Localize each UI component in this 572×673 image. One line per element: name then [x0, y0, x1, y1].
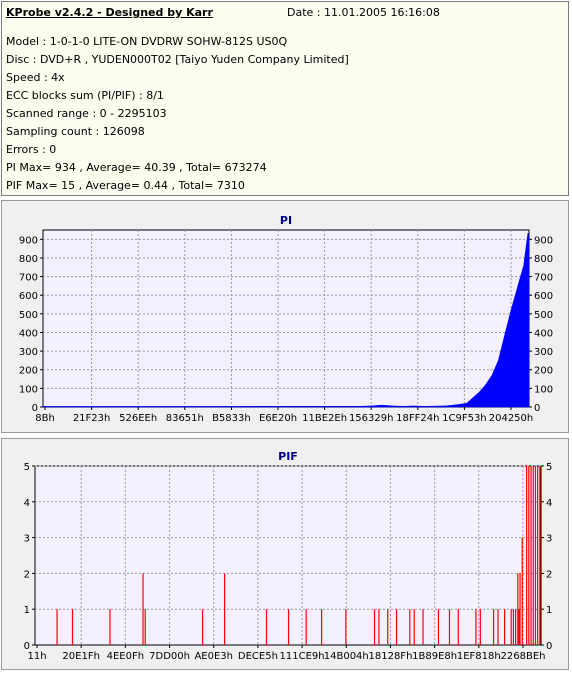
y-tick-label-right: 500	[534, 310, 553, 321]
y-tick-label: 600	[19, 291, 38, 302]
y-tick-label: 200	[19, 366, 38, 377]
y-tick-label-right: 5	[546, 462, 552, 473]
x-tick-label: 526EEh	[119, 413, 157, 424]
x-tick-label: 18FF24h	[396, 413, 439, 424]
y-tick-label-right: 100	[534, 384, 553, 395]
y-tick-label: 2	[24, 569, 30, 580]
plot-area	[42, 229, 530, 408]
x-tick-label: 7DD00h	[149, 651, 190, 662]
y-tick-label: 500	[19, 310, 38, 321]
x-tick-label: AE0E3h	[194, 651, 233, 662]
y-tick-label-right: 800	[534, 254, 553, 265]
disc-line: Disc : DVD+R , YUDEN000T02 [Taiyo Yuden …	[6, 53, 349, 66]
x-tick-label: 11h	[27, 651, 46, 662]
app-title: KProbe v2.4.2 - Designed by Karr	[6, 6, 213, 19]
info-panel: KProbe v2.4.2 - Designed by Karr Date : …	[1, 1, 569, 196]
y-tick-label: 4	[24, 498, 30, 509]
y-tick-label-right: 600	[534, 291, 553, 302]
y-tick-label-right: 400	[534, 328, 553, 339]
x-tick-label: B5833h	[212, 413, 251, 424]
x-tick-label: 8Bh	[35, 413, 55, 424]
pi-chart-panel: PI 0 0 100 100 200 200 300 300 400 400 500 500 600 600…	[1, 200, 569, 433]
y-tick-label: 700	[19, 273, 38, 284]
x-tick-label: 111CE9h	[280, 651, 325, 662]
errors-line: Errors : 0	[6, 143, 57, 156]
pi-chart: PI 0 0 100 100 200 200 300 300 400 400 500 500 600 600…	[19, 214, 553, 424]
chart-title: PI	[280, 214, 292, 227]
x-tick-label: 1B89E8h	[412, 651, 457, 662]
x-tick-label: 4EE0Fh	[107, 651, 144, 662]
sampling-count-line: Sampling count : 126098	[6, 125, 145, 138]
x-tick-label: 21F23h	[73, 413, 111, 424]
ecc-line: ECC blocks sum (PI/PIF) : 8/1	[6, 89, 164, 102]
scan-date: Date : 11.01.2005 16:16:08	[287, 6, 440, 19]
y-tick-label-right: 3	[546, 534, 552, 545]
x-tick-label: 14B004h	[324, 651, 369, 662]
x-tick-label: 1EF818h	[457, 651, 501, 662]
y-tick-label: 800	[19, 254, 38, 265]
x-tick-label: 156329h	[349, 413, 394, 424]
pi-stats-line: PI Max= 934 , Average= 40.39 , Total= 67…	[6, 161, 267, 174]
x-tick-label: 11BE2Eh	[302, 413, 347, 424]
y-tick-label-right: 0	[546, 641, 552, 652]
x-tick-label: DECE5h	[238, 651, 278, 662]
y-tick-label-right: 700	[534, 273, 553, 284]
x-tick-label: 20E1Fh	[62, 651, 100, 662]
y-tick-label-right: 0	[534, 403, 540, 414]
x-tick-label: E6E20h	[259, 413, 297, 424]
y-tick-label-right: 1	[546, 605, 552, 616]
model-line: Model : 1-0-1-0 LITE-ON DVDRW SOHW-812S …	[6, 35, 288, 48]
x-tick-label: 1C9F53h	[442, 413, 487, 424]
pi-series-area	[42, 232, 530, 408]
y-tick-label-right: 4	[546, 498, 552, 509]
chart-title: PIF	[278, 450, 298, 463]
y-tick-label-right: 200	[534, 366, 553, 377]
x-tick-label: 18128Fh	[369, 651, 413, 662]
y-tick-label: 0	[24, 641, 30, 652]
y-tick-label: 900	[19, 235, 38, 246]
y-tick-label: 0	[32, 403, 38, 414]
scanned-range-line: Scanned range : 0 - 2295103	[6, 107, 167, 120]
pif-chart-panel: PIF 0 0 1 1 2 2 3 3 4 4 5 5 11h 20E1Fh 4EE0Fh 7DD00h AE0E…	[1, 438, 569, 670]
pif-chart: PIF 0 0 1 1 2 2 3 3 4 4 5 5 11h 20E1Fh 4EE0Fh 7DD00h AE0E…	[24, 450, 553, 662]
y-tick-label: 100	[19, 384, 38, 395]
y-tick-label-right: 2	[546, 569, 552, 580]
y-tick-label: 1	[24, 605, 30, 616]
speed-line: Speed : 4x	[6, 71, 65, 84]
y-tick-label: 400	[19, 328, 38, 339]
y-tick-label-right: 900	[534, 235, 553, 246]
y-tick-label-right: 300	[534, 347, 553, 358]
y-tick-label: 300	[19, 347, 38, 358]
x-tick-label: 2268BEh	[501, 651, 546, 662]
y-tick-label: 5	[24, 462, 30, 473]
x-tick-label: 83651h	[166, 413, 204, 424]
y-tick-label: 3	[24, 534, 30, 545]
pif-stats-line: PIF Max= 15 , Average= 0.44 , Total= 731…	[6, 179, 245, 192]
x-tick-label: 204250h	[489, 413, 534, 424]
